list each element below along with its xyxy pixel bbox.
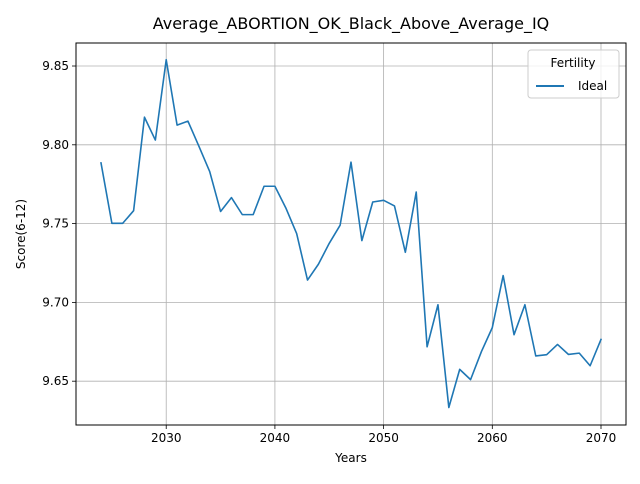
legend-title: Fertility xyxy=(550,56,595,70)
chart-title: Average_ABORTION_OK_Black_Above_Average_… xyxy=(153,14,550,34)
y-axis: 9.65 9.70 9.75 9.80 9.85 xyxy=(42,59,76,388)
x-tick-label: 2040 xyxy=(260,431,291,445)
series-layer xyxy=(100,58,603,409)
y-axis-label: Score(6-12) xyxy=(14,199,28,269)
y-tick-label: 9.65 xyxy=(42,374,69,388)
legend: Fertility Ideal xyxy=(527,49,620,99)
x-tick-label: 2070 xyxy=(586,431,617,445)
y-tick-label: 9.80 xyxy=(42,138,69,152)
x-tick-label: 2060 xyxy=(477,431,508,445)
x-tick-label: 2050 xyxy=(368,431,399,445)
plot-area-frame xyxy=(75,42,627,426)
series-line-ideal xyxy=(100,58,603,409)
legend-label-ideal: Ideal xyxy=(578,79,607,93)
y-tick-label: 9.70 xyxy=(42,295,69,309)
x-axis-label: Years xyxy=(334,451,367,465)
x-axis: 2030 2040 2050 2060 2070 xyxy=(151,425,616,445)
x-tick-label: 2030 xyxy=(151,431,182,445)
y-tick-label: 9.75 xyxy=(42,217,69,231)
y-tick-label: 9.85 xyxy=(42,59,69,73)
